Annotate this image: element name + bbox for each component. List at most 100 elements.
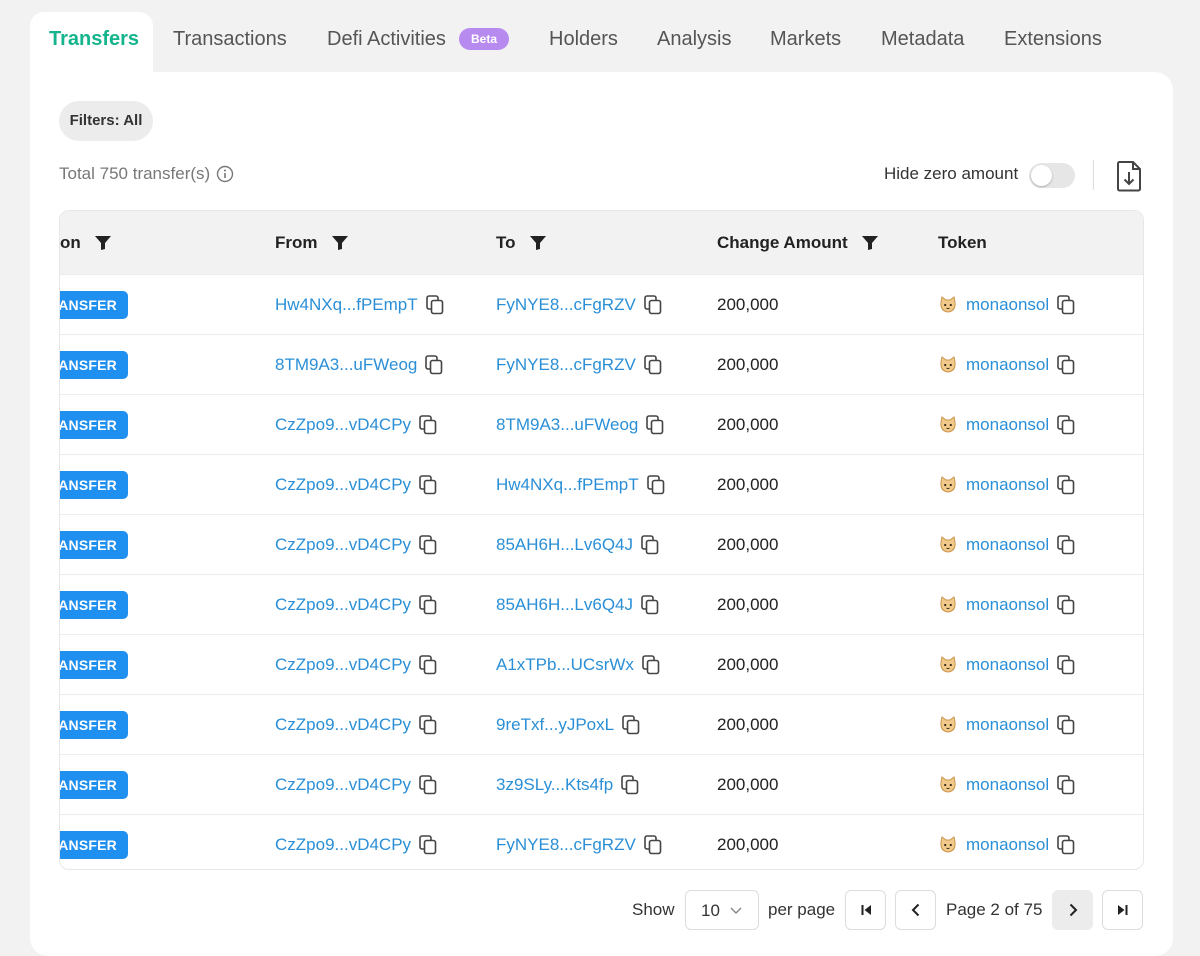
info-icon[interactable] (216, 165, 234, 183)
from-address-link[interactable]: Hw4NXq...fPEmpT (275, 295, 418, 314)
tab-defi-activities[interactable]: Defi Activities (327, 28, 446, 50)
copy-icon[interactable] (646, 475, 665, 495)
token-link[interactable]: monaonsol (966, 715, 1050, 734)
tab-bar: Transfers Transactions Defi Activities B… (0, 0, 1200, 74)
tab-transactions[interactable]: Transactions (173, 28, 287, 50)
token-link[interactable]: monaonsol (966, 415, 1050, 434)
copy-icon[interactable] (419, 715, 437, 735)
copy-icon[interactable] (419, 775, 437, 795)
from-address-link[interactable]: CzZpo9...vD4CPy (275, 595, 412, 614)
copy-icon[interactable] (1057, 715, 1075, 735)
copy-icon[interactable] (419, 535, 437, 555)
from-address-link[interactable]: CzZpo9...vD4CPy (275, 835, 412, 854)
from-address-link[interactable]: 8TM9A3...uFWeog (275, 355, 418, 374)
table-row: ANSFER CzZpo9...vD4CPy 85AH6H...Lv6Q4J 200,… (60, 574, 1143, 634)
copy-icon[interactable] (644, 295, 662, 315)
tab-markets[interactable]: Markets (770, 28, 842, 50)
cat-face-icon (940, 656, 956, 673)
token-link[interactable]: monaonsol (966, 355, 1050, 374)
change-amount: 200,000 (717, 595, 779, 614)
token-cell: monaonsol (938, 395, 1075, 455)
copy-icon[interactable] (419, 595, 437, 615)
copy-icon[interactable] (425, 355, 443, 375)
previous-page-button[interactable] (895, 890, 936, 930)
to-address-link[interactable]: Hw4NXq...fPEmpT (496, 475, 639, 494)
to-cell: Hw4NXq...fPEmpT (496, 455, 665, 515)
to-address-link[interactable]: FyNYE8...cFgRZV (496, 295, 636, 314)
copy-icon[interactable] (642, 655, 660, 675)
last-page-button[interactable] (1102, 890, 1143, 930)
token-link[interactable]: monaonsol (966, 535, 1050, 554)
copy-icon[interactable] (644, 355, 662, 375)
hide-zero-toggle[interactable] (1029, 163, 1075, 188)
funnel-icon[interactable] (529, 235, 546, 250)
first-page-button[interactable] (845, 890, 886, 930)
from-cell: CzZpo9...vD4CPy (275, 755, 437, 815)
to-address-link[interactable]: 8TM9A3...uFWeog (496, 415, 639, 434)
copy-icon[interactable] (1057, 775, 1075, 795)
cat-face-icon (940, 296, 956, 313)
copy-icon[interactable] (1057, 835, 1075, 855)
copy-icon[interactable] (622, 715, 640, 735)
tab-extensions[interactable]: Extensions (1004, 28, 1102, 50)
next-page-button[interactable] (1052, 890, 1093, 930)
funnel-icon[interactable] (861, 235, 878, 250)
amount-cell: 200,000 (717, 635, 778, 695)
to-address-link[interactable]: A1xTPb...UCsrWx (496, 655, 634, 674)
column-to: To (496, 211, 546, 274)
from-address-link[interactable]: CzZpo9...vD4CPy (275, 775, 412, 794)
filters-button[interactable]: Filters: All (59, 101, 153, 141)
to-address-link[interactable]: FyNYE8...cFgRZV (496, 355, 636, 374)
to-cell: A1xTPb...UCsrWx (496, 635, 660, 695)
token-link[interactable]: monaonsol (966, 295, 1050, 314)
to-address-link[interactable]: FyNYE8...cFgRZV (496, 835, 636, 854)
tab-metadata[interactable]: Metadata (881, 28, 965, 50)
tab-holders[interactable]: Holders (549, 28, 618, 50)
copy-icon[interactable] (1057, 535, 1075, 555)
copy-icon[interactable] (646, 415, 664, 435)
from-cell: Hw4NXq...fPEmpT (275, 275, 444, 335)
column-change-amount: Change Amount (717, 211, 878, 274)
from-address-link[interactable]: CzZpo9...vD4CPy (275, 715, 412, 734)
copy-icon[interactable] (425, 295, 444, 315)
to-address-link[interactable]: 9reTxf...yJPoxL (496, 715, 615, 734)
to-address-link[interactable]: 85AH6H...Lv6Q4J (496, 595, 634, 614)
tab-analysis[interactable]: Analysis (657, 28, 732, 50)
tab-transfers[interactable]: Transfers (30, 12, 153, 74)
page-size-select[interactable]: 10 (685, 890, 759, 930)
from-address-link[interactable]: CzZpo9...vD4CPy (275, 655, 412, 674)
amount-cell: 200,000 (717, 455, 778, 515)
last-page-icon (1117, 905, 1127, 915)
copy-icon[interactable] (621, 775, 639, 795)
copy-icon[interactable] (1057, 355, 1075, 375)
download-icon[interactable] (1115, 160, 1143, 192)
funnel-icon[interactable] (94, 235, 111, 250)
copy-icon[interactable] (641, 535, 659, 555)
copy-icon[interactable] (641, 595, 659, 615)
token-link[interactable]: monaonsol (966, 775, 1050, 794)
token-link[interactable]: monaonsol (966, 475, 1050, 494)
to-address-link[interactable]: 3z9SLy...Kts4fp (496, 775, 614, 794)
copy-icon[interactable] (1057, 595, 1075, 615)
token-link[interactable]: monaonsol (966, 595, 1050, 614)
copy-icon[interactable] (419, 475, 437, 495)
copy-icon[interactable] (419, 835, 437, 855)
from-address-link[interactable]: CzZpo9...vD4CPy (275, 535, 412, 554)
action-badge: ANSFER (60, 471, 128, 499)
from-address-link[interactable]: CzZpo9...vD4CPy (275, 475, 412, 494)
copy-icon[interactable] (1057, 475, 1075, 495)
to-cell: 8TM9A3...uFWeog (496, 395, 664, 455)
funnel-icon[interactable] (331, 235, 348, 250)
copy-icon[interactable] (419, 415, 437, 435)
to-address-link[interactable]: 85AH6H...Lv6Q4J (496, 535, 634, 554)
from-address-link[interactable]: CzZpo9...vD4CPy (275, 415, 412, 434)
token-link[interactable]: monaonsol (966, 655, 1050, 674)
from-cell: CzZpo9...vD4CPy (275, 395, 437, 455)
token-link[interactable]: monaonsol (966, 835, 1050, 854)
divider (1093, 160, 1094, 190)
copy-icon[interactable] (644, 835, 662, 855)
copy-icon[interactable] (1057, 655, 1075, 675)
copy-icon[interactable] (1057, 295, 1075, 315)
copy-icon[interactable] (419, 655, 437, 675)
copy-icon[interactable] (1057, 415, 1075, 435)
